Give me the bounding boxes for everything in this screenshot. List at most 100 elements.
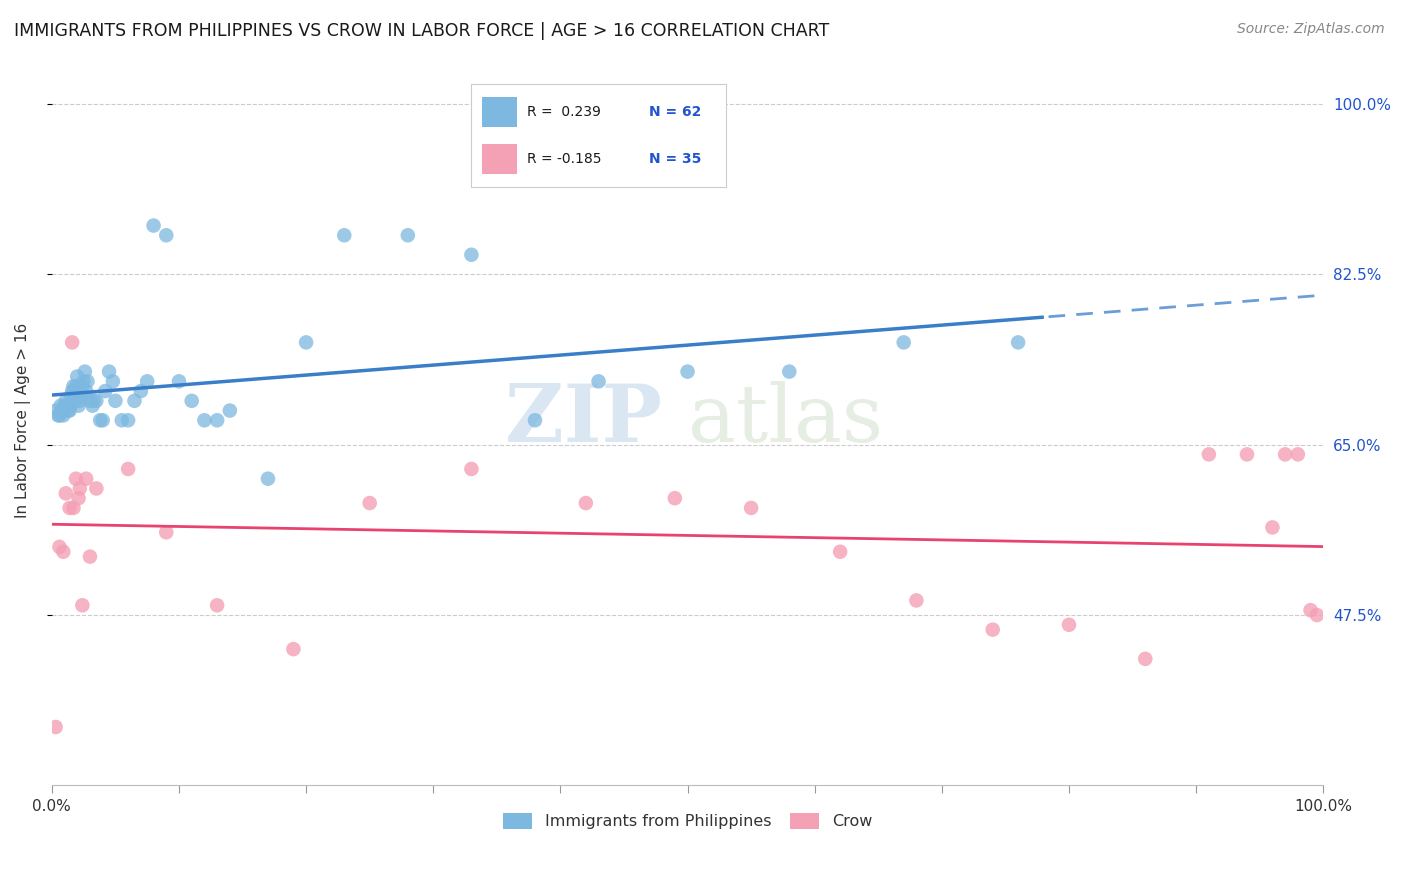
Point [167,375,190,389]
Point [53,403,76,417]
Point [59,403,82,417]
Point [89,413,111,427]
Point [69,393,91,408]
Point [460,462,482,476]
Point [893,335,915,350]
Point [981,623,1004,637]
Point [67,491,90,506]
Point [129,384,152,398]
Point [218,403,240,417]
Point [396,228,419,243]
Point [48,540,70,554]
Point [56,399,79,413]
Point [588,375,610,389]
Point [905,593,928,607]
Point [98,365,121,379]
Point [1135,652,1157,666]
Point [117,462,139,476]
Y-axis label: In Labor Force | Age > 16: In Labor Force | Age > 16 [15,323,31,518]
Point [1261,520,1284,534]
Point [62,379,84,393]
Point [60,335,83,350]
Text: atlas: atlas [688,381,883,459]
Point [460,248,482,262]
Point [205,599,228,613]
Point [58,403,80,417]
Point [65,379,87,393]
Point [283,642,305,657]
Point [778,365,800,379]
Point [63,393,86,408]
Point [1299,603,1322,617]
Point [830,545,852,559]
Point [73,365,96,379]
Point [45,720,67,734]
Point [70,389,93,403]
Point [193,413,215,427]
Point [86,393,108,408]
Point [65,472,87,486]
Text: Source: ZipAtlas.com: Source: ZipAtlas.com [1237,22,1385,37]
Point [46,409,69,423]
Point [1306,608,1329,623]
Point [205,413,228,427]
Legend: Immigrants from Philippines, Crow: Immigrants from Philippines, Crow [496,806,879,836]
Point [333,228,356,243]
Point [1274,447,1296,461]
Point [67,399,90,413]
Point [59,389,82,403]
Point [48,409,70,423]
Point [136,375,159,389]
Point [55,486,77,500]
Point [55,393,77,408]
Point [72,379,94,393]
Point [142,219,165,233]
Point [257,472,280,486]
Point [83,393,105,408]
Point [82,399,104,413]
Point [740,500,762,515]
Point [72,375,94,389]
Point [75,384,97,398]
Point [52,409,75,423]
Text: ZIP: ZIP [505,381,662,459]
Point [180,393,202,408]
Point [155,525,177,540]
Point [86,482,108,496]
Point [664,491,686,506]
Point [155,228,177,243]
Point [575,496,598,510]
Point [117,413,139,427]
Point [104,393,127,408]
Point [111,413,134,427]
Point [101,375,124,389]
Point [359,496,381,510]
Point [1236,447,1258,461]
Point [676,365,699,379]
Point [69,482,91,496]
Point [51,403,73,417]
Point [53,399,76,413]
Point [59,399,82,413]
Point [523,413,546,427]
Point [52,545,75,559]
Point [59,500,82,515]
Point [76,375,98,389]
Point [94,384,117,398]
Point [45,403,67,417]
Point [75,472,97,486]
Text: IMMIGRANTS FROM PHILIPPINES VS CROW IN LABOR FORCE | AGE > 16 CORRELATION CHART: IMMIGRANTS FROM PHILIPPINES VS CROW IN L… [14,22,830,40]
Point [60,384,83,398]
Point [1057,617,1080,632]
Point [66,369,89,384]
Point [124,393,146,408]
Point [49,399,72,413]
Point [91,413,114,427]
Point [1198,447,1220,461]
Point [295,335,318,350]
Point [1286,447,1309,461]
Point [1007,335,1029,350]
Point [63,384,86,398]
Point [58,399,80,413]
Point [72,599,94,613]
